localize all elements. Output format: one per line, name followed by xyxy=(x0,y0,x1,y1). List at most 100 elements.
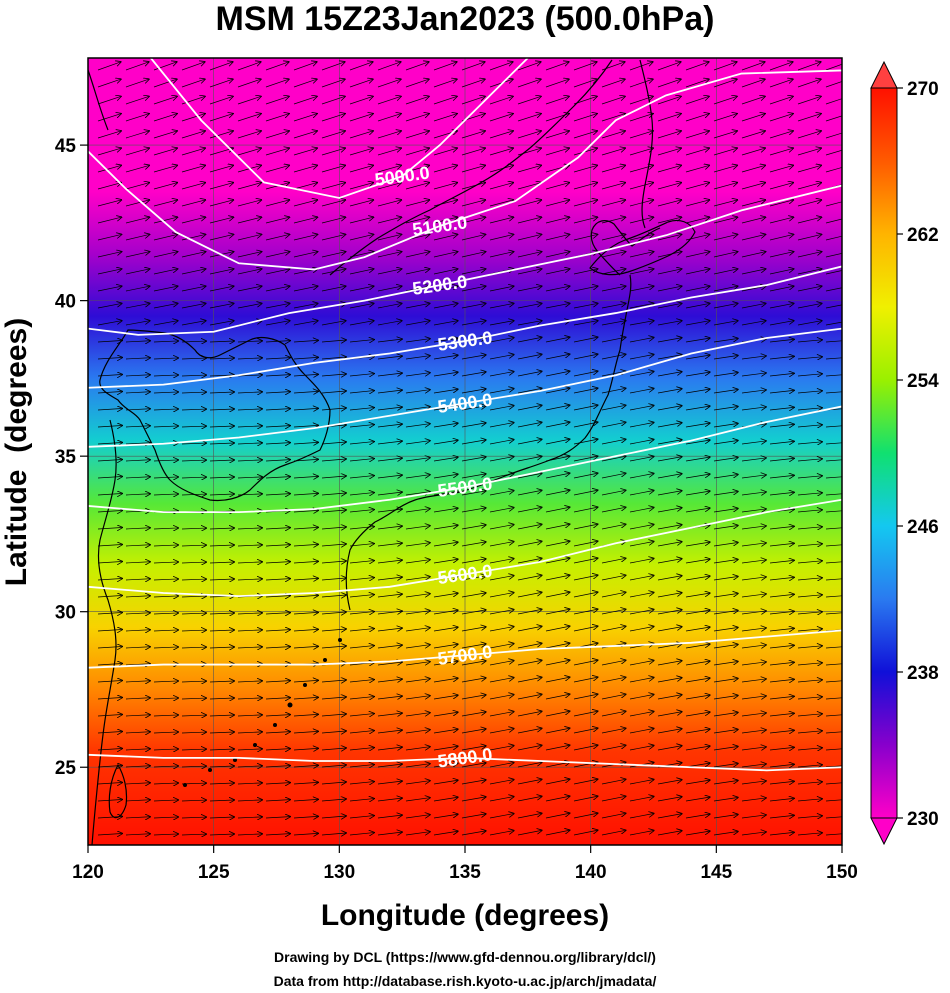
wind-arrow xyxy=(377,747,402,750)
wind-arrow xyxy=(517,745,542,751)
wind-arrow xyxy=(405,679,430,683)
wind-arrow xyxy=(629,148,653,156)
wind-arrow xyxy=(153,698,178,699)
wind-arrow xyxy=(181,409,206,410)
wind-arrow xyxy=(517,439,542,445)
wind-arrow xyxy=(321,459,346,461)
wind-arrow xyxy=(237,358,262,359)
wind-arrow xyxy=(741,475,766,478)
wind-arrow xyxy=(573,541,598,547)
wind-arrow xyxy=(377,458,402,461)
wind-arrow xyxy=(265,252,289,258)
wind-arrow xyxy=(713,424,738,428)
y-tick-label: 40 xyxy=(55,292,76,313)
wind-arrow xyxy=(517,183,541,190)
wind-arrow xyxy=(293,544,318,546)
wind-arrow xyxy=(545,252,569,258)
wind-arrow xyxy=(601,677,626,683)
wind-arrow xyxy=(713,79,737,88)
wind-arrow xyxy=(545,779,570,785)
wind-arrow xyxy=(321,748,346,750)
wind-arrow xyxy=(461,183,485,190)
wind-arrow xyxy=(153,183,177,190)
wind-arrow xyxy=(293,217,317,224)
wind-arrow xyxy=(601,609,626,615)
wind-arrow xyxy=(153,613,178,614)
wind-arrow xyxy=(433,695,458,700)
wind-arrow xyxy=(265,528,290,529)
wind-arrow xyxy=(601,592,626,598)
y-tick-label: 35 xyxy=(55,447,77,468)
wind-arrow xyxy=(125,79,149,88)
wind-arrow xyxy=(125,409,150,410)
wind-arrow xyxy=(97,630,122,631)
wind-arrow xyxy=(573,456,598,462)
wind-arrow xyxy=(237,234,261,241)
wind-arrow xyxy=(489,62,513,71)
wind-arrow xyxy=(685,474,710,479)
wind-arrow xyxy=(293,748,318,750)
x-axis-title: Longitude (degrees) xyxy=(321,899,609,932)
wind-arrow xyxy=(741,183,765,190)
wind-arrow xyxy=(657,200,681,207)
wind-arrow xyxy=(741,543,766,546)
wind-arrow xyxy=(293,183,317,190)
wind-arrow xyxy=(797,765,822,767)
wind-arrow xyxy=(125,62,149,71)
wind-arrow xyxy=(265,269,289,275)
wind-arrow xyxy=(433,559,458,564)
wind-arrow xyxy=(545,79,569,88)
wind-arrow xyxy=(97,79,121,88)
wind-arrow xyxy=(405,730,430,734)
wind-arrow xyxy=(713,577,738,581)
wind-arrow xyxy=(97,681,122,682)
wind-arrow xyxy=(209,114,233,122)
wind-arrow xyxy=(153,131,177,139)
wind-arrow xyxy=(209,749,234,750)
wind-arrow xyxy=(601,200,625,207)
wind-arrow xyxy=(825,321,842,326)
plot-area: 5000.05100.05200.05300.05400.05500.05600… xyxy=(87,57,843,846)
wind-arrow xyxy=(97,286,122,292)
colorbar-min-arrow xyxy=(870,817,898,846)
wind-arrow xyxy=(797,476,822,478)
wind-arrow xyxy=(97,664,122,665)
wind-arrow xyxy=(601,490,626,496)
wind-arrow xyxy=(237,579,262,580)
wind-arrow xyxy=(97,148,121,156)
wind-arrow xyxy=(377,96,401,105)
wind-arrow xyxy=(461,200,485,207)
wind-arrow xyxy=(461,593,486,598)
wind-arrow xyxy=(769,356,794,359)
wind-arrow xyxy=(741,781,766,784)
wind-arrow xyxy=(181,681,206,682)
wind-arrow xyxy=(769,730,794,733)
wind-arrow xyxy=(741,373,766,376)
wind-arrow xyxy=(125,358,150,359)
wind-arrow xyxy=(629,456,654,462)
wind-arrow xyxy=(461,62,485,71)
wind-arrow xyxy=(825,476,842,479)
wind-arrow xyxy=(321,79,345,88)
wind-arrow xyxy=(601,405,626,411)
wind-arrow xyxy=(293,612,318,614)
wind-arrow xyxy=(349,425,374,427)
wind-arrow xyxy=(657,440,682,445)
wind-arrow xyxy=(797,714,822,716)
wind-arrow xyxy=(657,661,682,666)
wind-arrow xyxy=(153,96,177,105)
wind-arrow xyxy=(433,678,458,683)
wind-arrow xyxy=(405,645,430,649)
wind-arrow xyxy=(629,321,654,326)
wind-arrow xyxy=(517,609,542,615)
wind-arrow xyxy=(125,698,150,699)
wind-arrow xyxy=(713,543,738,547)
wind-arrow xyxy=(461,269,485,275)
wind-arrow xyxy=(657,542,682,547)
wind-arrow xyxy=(125,286,150,292)
wind-arrow xyxy=(769,662,794,665)
wind-arrow xyxy=(209,409,234,410)
wind-arrow xyxy=(629,541,654,547)
wind-arrow xyxy=(825,98,842,105)
wind-arrow xyxy=(405,441,430,445)
